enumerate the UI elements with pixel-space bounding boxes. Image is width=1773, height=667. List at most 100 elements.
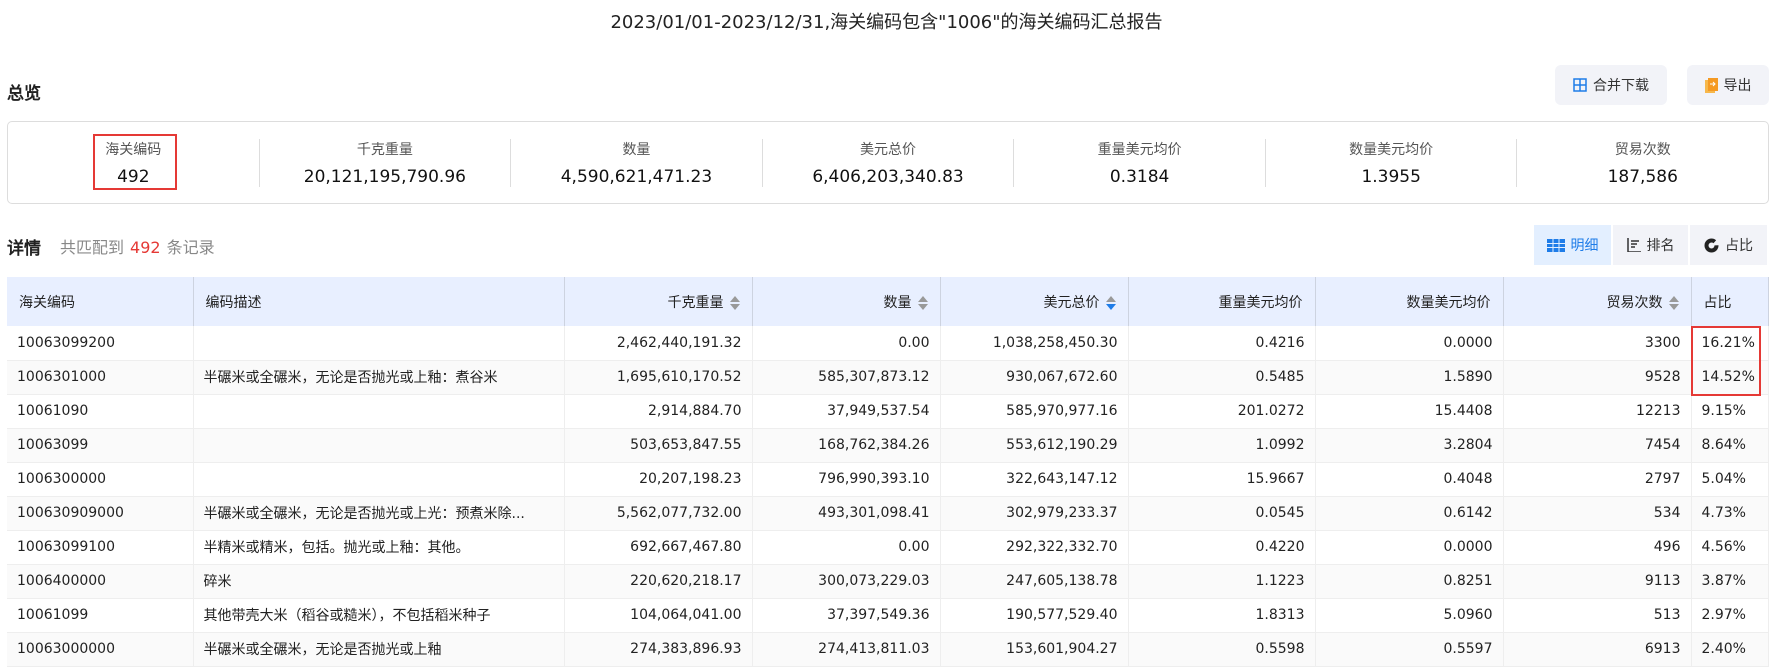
table-cell: 10061090 bbox=[7, 394, 194, 429]
table-cell: 2797 bbox=[1503, 462, 1692, 497]
sort-icon[interactable] bbox=[917, 295, 928, 311]
stat-label: 美元总价 bbox=[860, 141, 917, 158]
table-cell: 1.5890 bbox=[1315, 360, 1504, 395]
table-cell: 496 bbox=[1503, 530, 1692, 565]
stat-value: 0.3184 bbox=[1109, 166, 1170, 187]
table-cell: 553,612,190.29 bbox=[940, 428, 1129, 463]
table-icon bbox=[1546, 238, 1565, 252]
table-row[interactable]: 100630909000 半碾米或全碾米，无论是否抛光或上光：预煮米除... 5,5… bbox=[7, 496, 1769, 531]
table-cell: 5.04% bbox=[1691, 462, 1769, 497]
table-cell: 1006301000 bbox=[7, 360, 194, 395]
report-title: 2023/01/01-2023/12/31,海关编码包含"1006"的海关编码汇… bbox=[610, 12, 1163, 33]
table-cell: 0.00 bbox=[752, 326, 941, 361]
stat-hs-code: 海关编码 492 bbox=[8, 139, 259, 187]
table-cell: 半碾米或全碾米，无论是否抛光或上光：预煮米除... bbox=[193, 496, 565, 531]
table-cell bbox=[193, 326, 565, 361]
table-row[interactable]: 10061099 其他带壳大米（稻谷或糙米），不包括稻米种子 104,064,041… bbox=[7, 598, 1769, 633]
highlight-box bbox=[93, 134, 177, 190]
table-cell: 930,067,672.60 bbox=[940, 360, 1129, 395]
table-header: 海关编码 编码描述 千克重量 数量 美元总价 重量美元均价 数量美元均价 贸易次… bbox=[7, 277, 1769, 326]
table-cell: 201.0272 bbox=[1128, 394, 1316, 429]
table-row[interactable]: 1006400000 碎米 220,620,218.17 300,073,229.03… bbox=[7, 564, 1769, 599]
table-cell: 9.15% bbox=[1691, 394, 1769, 429]
table-cell: 247,605,138.78 bbox=[940, 564, 1129, 599]
tab-ranking[interactable]: 排名 bbox=[1613, 225, 1688, 265]
match-number: 492 bbox=[130, 238, 161, 257]
table-cell: 4.56% bbox=[1691, 530, 1769, 565]
col-trade-count[interactable]: 贸易次数 bbox=[1503, 277, 1692, 326]
table-cell: 692,667,467.80 bbox=[564, 530, 753, 565]
sort-icon[interactable] bbox=[729, 295, 740, 311]
table-cell: 37,397,549.36 bbox=[752, 598, 941, 633]
table-cell: 585,307,873.12 bbox=[752, 360, 941, 395]
table-cell: 4.73% bbox=[1691, 496, 1769, 531]
table-cell: 37,949,537.54 bbox=[752, 394, 941, 429]
tab-label: 占比 bbox=[1725, 238, 1753, 254]
export-label: 导出 bbox=[1723, 78, 1752, 94]
table-cell: 493,301,098.41 bbox=[752, 496, 941, 531]
col-usd-total[interactable]: 美元总价 bbox=[940, 277, 1129, 326]
table-cell: 2,914,884.70 bbox=[564, 394, 753, 429]
table-cell bbox=[193, 428, 565, 463]
table-cell: 半碾米或全碾米，无论是否抛光或上釉 bbox=[193, 632, 565, 667]
match-count: 共匹配到 492 条记录 bbox=[60, 234, 215, 258]
table-cell: 0.5485 bbox=[1128, 360, 1316, 395]
stat-label: 海关编码 bbox=[105, 141, 162, 158]
table-row[interactable]: 10063099 503,653,847.55 168,762,384.26 553,… bbox=[7, 428, 1769, 463]
table-cell: 0.5598 bbox=[1128, 632, 1316, 667]
table-cell: 8.64% bbox=[1691, 428, 1769, 463]
table-cell: 168,762,384.26 bbox=[752, 428, 941, 463]
stat-label: 数量美元均价 bbox=[1349, 141, 1434, 158]
donut-chart-icon bbox=[1704, 238, 1719, 252]
table-cell: 0.8251 bbox=[1315, 564, 1504, 599]
table-cell: 0.4048 bbox=[1315, 462, 1504, 497]
stat-weight: 千克重量 20,121,195,790.96 bbox=[258, 138, 511, 187]
table-row[interactable]: 10061090 2,914,884.70 37,949,537.54 585,970… bbox=[7, 394, 1769, 429]
merge-download-button[interactable]: 合并下载 bbox=[1555, 65, 1667, 105]
table-cell: 0.4220 bbox=[1128, 530, 1316, 565]
table-cell: 10063099 bbox=[7, 428, 194, 463]
stat-trade-count: 贸易次数 187,586 bbox=[1516, 138, 1768, 187]
table-cell: 碎米 bbox=[193, 564, 565, 599]
tab-proportion[interactable]: 占比 bbox=[1690, 225, 1767, 265]
table-row[interactable]: 10063099200 2,462,440,191.32 0.00 1,038,258… bbox=[7, 326, 1769, 361]
stat-label: 重量美元均价 bbox=[1097, 141, 1182, 158]
table-row[interactable]: 10063000000 半碾米或全碾米，无论是否抛光或上釉 274,383,896.… bbox=[7, 632, 1769, 667]
table-cell: 100630909000 bbox=[7, 496, 194, 531]
details-table: 海关编码 编码描述 千克重量 数量 美元总价 重量美元均价 数量美元均价 贸易次… bbox=[7, 277, 1769, 667]
table-cell: 302,979,233.37 bbox=[940, 496, 1129, 531]
table-cell: 1,038,258,450.30 bbox=[940, 326, 1129, 361]
tab-label: 排名 bbox=[1646, 238, 1675, 254]
col-weight[interactable]: 千克重量 bbox=[564, 277, 753, 326]
table-cell: 1.1223 bbox=[1128, 564, 1316, 599]
table-cell: 15.9667 bbox=[1128, 462, 1316, 497]
table-row[interactable]: 1006300000 20,207,198.23 796,990,393.10 322… bbox=[7, 462, 1769, 497]
table-cell: 220,620,218.17 bbox=[564, 564, 753, 599]
table-row[interactable]: 10063099100 半精米或精米，包括。抛光或上釉：其他。 692,667,46… bbox=[7, 530, 1769, 565]
table-row[interactable]: 1006301000 半碾米或全碾米，无论是否抛光或上釉：煮谷米 1,695,610… bbox=[7, 360, 1769, 395]
table-cell: 0.5597 bbox=[1315, 632, 1504, 667]
table-cell: 104,064,041.00 bbox=[564, 598, 753, 633]
table-cell: 5,562,077,732.00 bbox=[564, 496, 753, 531]
stat-value: 4,590,621,471.23 bbox=[560, 166, 713, 187]
tab-detail[interactable]: 明细 bbox=[1534, 225, 1611, 265]
col-description: 编码描述 bbox=[193, 277, 565, 326]
table-cell: 9528 bbox=[1503, 360, 1692, 395]
sort-icon[interactable] bbox=[1668, 295, 1679, 311]
table-cell: 1.8313 bbox=[1128, 598, 1316, 633]
export-button[interactable]: 导出 bbox=[1687, 65, 1769, 105]
table-cell: 7454 bbox=[1503, 428, 1692, 463]
table-cell: 12213 bbox=[1503, 394, 1692, 429]
table-cell: 15.4408 bbox=[1315, 394, 1504, 429]
stat-usd-total: 美元总价 6,406,203,340.83 bbox=[761, 138, 1014, 187]
stat-value: 6,406,203,340.83 bbox=[812, 166, 964, 187]
table-cell: 1.0992 bbox=[1128, 428, 1316, 463]
col-weight-avg: 重量美元均价 bbox=[1128, 277, 1316, 326]
col-hs-code: 海关编码 bbox=[7, 277, 194, 326]
table-cell bbox=[193, 462, 565, 497]
table-cell: 322,643,147.12 bbox=[940, 462, 1129, 497]
col-quantity[interactable]: 数量 bbox=[752, 277, 941, 326]
sort-desc-icon[interactable] bbox=[1105, 295, 1116, 311]
stat-quantity: 数量 4,590,621,471.23 bbox=[510, 138, 762, 187]
match-prefix: 共匹配到 bbox=[60, 238, 125, 257]
